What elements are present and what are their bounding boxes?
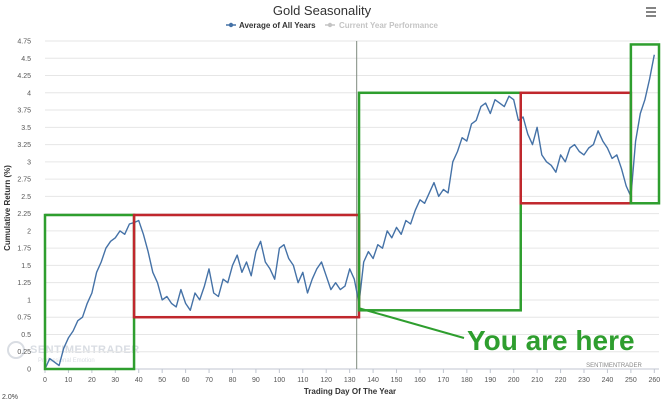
y-tick-label: 2 (27, 228, 31, 235)
x-tick-label: 180 (461, 377, 473, 384)
y-tick-label: 1.25 (17, 280, 31, 287)
watermark-sub-text: Professional Emotion (38, 358, 95, 364)
clipped-axis-stub-label: 2.0% (2, 394, 18, 401)
legend-current-label: Current Year Performance (339, 21, 439, 30)
x-tick-label: 0 (43, 377, 47, 384)
y-tick-label: 1.5 (21, 263, 31, 270)
x-tick-label: 10 (65, 377, 73, 384)
x-tick-label: 90 (252, 377, 260, 384)
annotation-boxes (43, 43, 661, 371)
x-tick-label: 60 (182, 377, 190, 384)
chart-credit: SENTIMENTRADER (586, 363, 642, 369)
x-tick-label: 80 (229, 377, 237, 384)
y-tick-label: 1 (27, 297, 31, 304)
y-tick-label: 4.75 (17, 39, 31, 46)
legend-average-marker (228, 22, 234, 28)
x-tick-label: 40 (135, 377, 143, 384)
callout-text: You are here (467, 325, 635, 356)
legend-item-average[interactable]: Average of All Years (226, 21, 316, 30)
x-tick-label: 200 (508, 377, 520, 384)
x-tick-label: 30 (111, 377, 119, 384)
y-tick-label: 0.25 (17, 349, 31, 356)
hamburger-menu-icon[interactable] (644, 6, 658, 18)
legend-item-current[interactable]: Current Year Performance (325, 21, 439, 30)
x-tick-label: 160 (414, 377, 426, 384)
series-average-line (44, 54, 655, 370)
watermark-main-text: SENTIMENTRADER (30, 344, 140, 356)
series-layer (44, 54, 655, 370)
y-tick-label: 3 (27, 159, 31, 166)
legend: Average of All Years Current Year Perfor… (226, 21, 439, 30)
x-tick-label: 50 (158, 377, 166, 384)
y-tick-label: 0 (27, 367, 31, 374)
x-tick-label: 210 (531, 377, 543, 384)
x-tick-label: 220 (555, 377, 567, 384)
x-tick-label: 120 (320, 377, 332, 384)
x-tick-label: 150 (391, 377, 403, 384)
y-axis-label: Cumulative Return (%) (3, 165, 12, 251)
red-box (519, 91, 633, 205)
y-tick-label: 2.75 (17, 177, 31, 184)
red-box (132, 213, 361, 319)
y-tick-label: 4 (27, 90, 31, 97)
x-tick-label: 260 (648, 377, 660, 384)
legend-average-label: Average of All Years (239, 21, 316, 30)
x-tick-label: 70 (205, 377, 213, 384)
y-tick-label: 2.5 (21, 194, 31, 201)
y-tick-label: 4.25 (17, 73, 31, 80)
x-tick-label: 140 (367, 377, 379, 384)
x-tick-label: 250 (625, 377, 637, 384)
legend-current-marker (327, 22, 333, 28)
y-tick-label: 0.75 (17, 315, 31, 322)
green-box (629, 43, 661, 205)
x-tick-label: 190 (484, 377, 496, 384)
x-tick-label: 20 (88, 377, 96, 384)
x-tick-label: 170 (438, 377, 450, 384)
x-tick-label: 130 (344, 377, 356, 384)
grid (45, 40, 659, 370)
watermark: SENTIMENTRADER Professional Emotion (7, 341, 140, 364)
callout-pointer (358, 307, 465, 339)
y-tick-label: 1.75 (17, 246, 31, 253)
y-tick-label: 3.5 (21, 125, 31, 132)
x-axis-ticks: 0 10 20 30 40 50 60 70 80 90 100 110 120 130 140 150 160… (43, 369, 660, 384)
x-tick-label: 110 (297, 377, 308, 384)
x-tick-label: 100 (274, 377, 286, 384)
watermark-logo-icon (7, 341, 25, 359)
green-box (357, 91, 522, 312)
y-tick-label: 4.5 (21, 56, 31, 63)
y-tick-label: 0.5 (21, 332, 31, 339)
x-tick-label: 240 (602, 377, 614, 384)
y-tick-label: 2.25 (17, 211, 31, 218)
chart-title: Gold Seasonality (273, 3, 372, 18)
x-tick-label: 230 (578, 377, 590, 384)
y-tick-label: 3.75 (17, 108, 31, 115)
y-tick-label: 3.25 (17, 142, 31, 149)
x-axis-label: Trading Day Of The Year (304, 387, 396, 396)
y-axis-ticks: 0 0.25 0.5 0.75 1 1.25 1.5 1.75 2 2.25 2.5 2.75 3 3.2… (17, 39, 31, 374)
